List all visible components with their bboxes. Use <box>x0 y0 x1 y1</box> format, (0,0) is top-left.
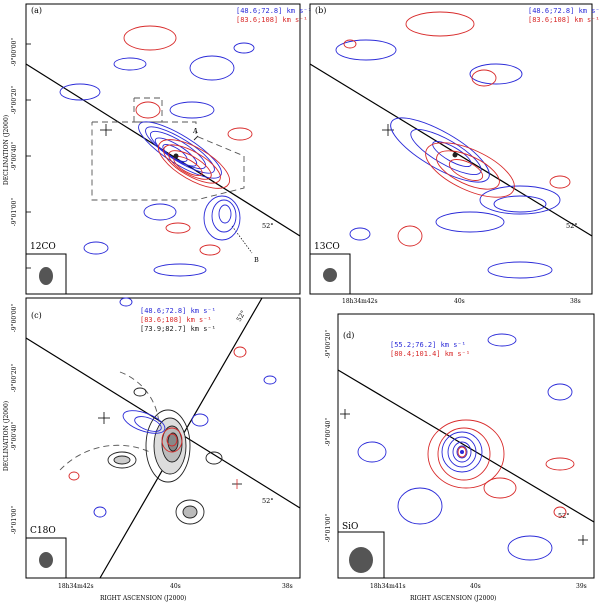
panel-a-marker-b: B <box>254 256 259 264</box>
panel-a-ylabel: DECLINATION (J2000) <box>3 115 10 185</box>
panel-a-zoom-box-large <box>91 121 245 201</box>
panel-b-xtick-2: 38s <box>570 298 581 305</box>
panel-b-beam-box <box>309 253 351 295</box>
panel-c-angle: 52° <box>262 497 274 505</box>
panel-a-ytick-0: -9°00'00" <box>11 38 18 67</box>
panel-d-vel-blue: [55.2;76.2] km s⁻¹ <box>390 341 466 349</box>
panel-a-blue-contours <box>59 42 255 277</box>
panel-c-ytick-0: -9°00'00" <box>11 304 18 333</box>
panel-a-angle: 52° <box>262 222 274 230</box>
panel-c-xtick-0: 18h34m42s <box>58 583 94 590</box>
panel-c-ylabel: DECLINATION (J2000) <box>3 401 10 471</box>
panel-d-beam <box>349 547 373 573</box>
panel-c-label: (c) <box>31 311 42 320</box>
panel-c-black-contours <box>107 387 223 525</box>
panel-c: (c) [48.6;72.8] km s⁻¹ [83.6;108] km s⁻¹… <box>3 297 301 602</box>
panel-d-xtick-1: 40s <box>470 583 481 590</box>
panel-a-vel-red: [83.6;108] km s⁻¹ <box>236 16 308 24</box>
panel-a-beam-box <box>25 253 67 295</box>
panel-b-xtick-0: 18h34m42s <box>342 298 378 305</box>
panel-b-blue-contours <box>335 39 561 279</box>
panel-a: (a) [48.6;72.8] km s⁻¹ [83.6;108] km s⁻¹… <box>3 3 312 295</box>
panel-d-xtick-0: 18h34m41s <box>370 583 406 590</box>
panel-d-molecule: SiO <box>342 522 358 532</box>
panel-a-frame <box>25 3 301 295</box>
panel-c-vel-black: [73.9;82.7] km s⁻¹ <box>140 325 216 333</box>
panel-b-red-contours <box>343 11 571 247</box>
panel-a-source-marker <box>173 153 179 159</box>
panel-d-ytick-0: -9°00'20" <box>325 330 332 359</box>
panel-d-ytick-2: -9°01'00" <box>325 514 332 543</box>
panel-a-molecule: 12CO <box>30 242 56 252</box>
panel-d-ytick-1: -9°00'40" <box>325 418 332 447</box>
panel-a-ytick-2: -9°00'40" <box>11 142 18 171</box>
panel-c-vel-blue: [48.6;72.8] km s⁻¹ <box>140 307 216 315</box>
panel-c-angle2: 52° <box>235 309 248 323</box>
panel-a-ytick-3: -9°01'00" <box>11 198 18 227</box>
panel-d-peak-red <box>457 446 467 458</box>
panel-d-outflow-axis <box>337 369 595 523</box>
panel-c-beam <box>39 552 53 568</box>
panel-b-label: (b) <box>315 6 326 15</box>
panel-a-marker-b-pointer <box>231 225 253 254</box>
panel-a-red-contours <box>123 25 253 256</box>
panel-d-source-marker <box>460 450 464 454</box>
panel-d-vel-red: [80.4;101.4] km s⁻¹ <box>390 350 470 358</box>
panel-b: (b) [48.6;72.8] km s⁻¹ [83.6;108] km s⁻¹… <box>309 3 600 305</box>
panel-d-xtick-2: 39s <box>576 583 587 590</box>
panel-b-angle: 52° <box>566 222 578 230</box>
panel-b-xtick-1: 40s <box>454 298 465 305</box>
panel-c-blue-contours <box>93 297 277 518</box>
panel-c-arc-lower <box>59 444 151 471</box>
panel-d-xlabel: RIGHT ASCENSION (J2000) <box>410 595 496 602</box>
panel-b-vel-red: [83.6;108] km s⁻¹ <box>528 16 600 24</box>
panel-d-red-contours <box>427 419 575 518</box>
panel-a-beam <box>39 267 53 285</box>
panel-c-red-contours <box>68 346 247 481</box>
panel-a-marker-a: A <box>192 127 198 135</box>
panel-d-frame <box>337 313 595 579</box>
panel-b-vel-blue: [48.6;72.8] km s⁻¹ <box>528 7 600 15</box>
panel-c-frame <box>25 297 301 579</box>
panel-a-label: (a) <box>31 6 42 15</box>
panel-c-vel-red: [83.6;108] km s⁻¹ <box>140 316 212 324</box>
panel-c-xlabel: RIGHT ASCENSION (J2000) <box>100 595 186 602</box>
panel-c-ytick-1: -9°00'20" <box>11 364 18 393</box>
panel-b-source-marker <box>452 152 458 158</box>
panel-b-beam <box>323 268 337 282</box>
panel-d: (d) [55.2;76.2] km s⁻¹ [80.4;101.4] km s… <box>325 313 595 602</box>
panel-c-ytick-2: -9°00'40" <box>11 422 18 451</box>
panel-d-beam-box <box>337 531 385 579</box>
panel-c-xtick-1: 40s <box>170 583 181 590</box>
panel-a-ytick-1: -9°00'20" <box>11 86 18 115</box>
panel-b-outflow-axis <box>309 63 593 237</box>
panel-a-marker-a-pointer <box>193 135 199 141</box>
panel-c-molecule: C18O <box>30 526 56 536</box>
panel-c-beam-box <box>25 537 67 579</box>
panel-c-ytick-3: -9°01'00" <box>11 506 18 535</box>
panel-a-vel-blue: [48.6;72.8] km s⁻¹ <box>236 7 312 15</box>
panel-d-blue-contours <box>357 333 573 561</box>
panel-d-label: (d) <box>343 331 354 340</box>
panel-b-molecule: 13CO <box>314 242 340 252</box>
panel-b-frame <box>309 3 593 295</box>
panel-c-xtick-2: 38s <box>282 583 293 590</box>
